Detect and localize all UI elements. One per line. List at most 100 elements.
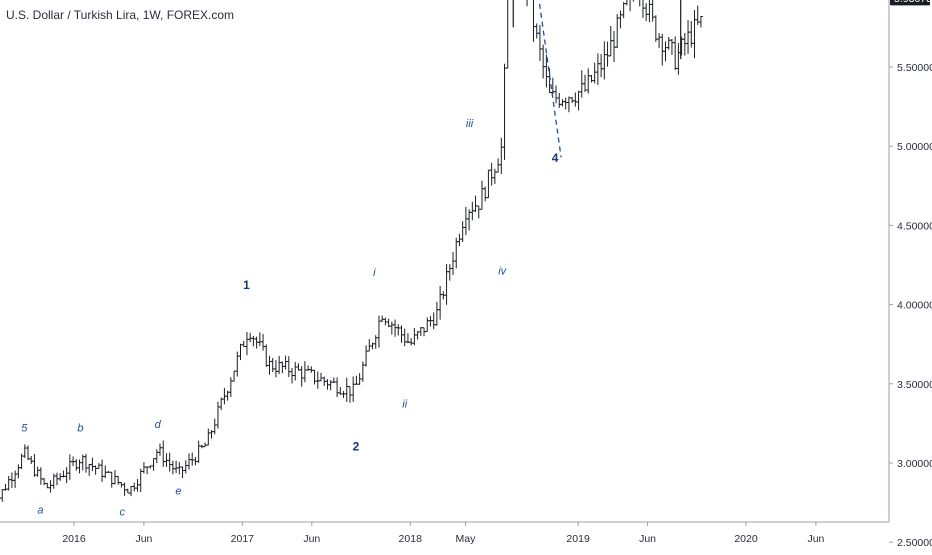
ohlc-bar (302, 361, 307, 383)
ohlc-bar (32, 453, 37, 477)
ohlc-bar (29, 456, 34, 464)
ohlc-bar (605, 41, 610, 67)
ohlc-bar (611, 31, 616, 62)
ohlc-bar (22, 444, 27, 458)
ohlc-bar (244, 331, 249, 356)
ohlc-bar (248, 332, 253, 343)
ohlc-bar (42, 477, 47, 486)
ohlc-bar (93, 465, 98, 475)
ohlc-bar (547, 68, 552, 94)
ohlc-bar (592, 62, 597, 84)
ohlc-bar (112, 469, 117, 485)
ohlc-bar (154, 449, 159, 464)
wave-label: 1 (243, 278, 250, 292)
ohlc-bar (373, 335, 378, 349)
ohlc-bar (315, 371, 320, 389)
ohlc-bar (653, 15, 658, 42)
ohlc-bar (344, 377, 349, 402)
ohlc-bar (122, 482, 127, 496)
ohlc-bar (3, 484, 8, 491)
ohlc-bar (602, 41, 607, 80)
ohlc-bar (431, 312, 436, 330)
projection (538, 0, 562, 158)
ohlc-bar (583, 74, 588, 93)
ohlc-bar (116, 475, 121, 485)
ohlc-bar (267, 355, 272, 375)
x-tick-label: 2018 (399, 533, 423, 545)
ohlc-bar (380, 315, 385, 322)
ohlc-bar (389, 321, 394, 335)
ohlc-bar (174, 460, 179, 474)
ohlc-bar (676, 43, 681, 75)
ohlc-bar (526, 0, 528, 7)
ohlc-bar (241, 340, 246, 348)
ohlc-bar (74, 458, 79, 471)
ohlc-bar (341, 391, 346, 398)
ohlc-bar (576, 90, 581, 111)
ohlc-bar (586, 68, 591, 94)
ohlc-bar (573, 92, 578, 107)
wave-label: 2 (353, 439, 360, 453)
ohlc-bar (657, 33, 662, 49)
ohlc-bar (125, 488, 130, 494)
ohlc-bar (228, 377, 233, 398)
ohlc-bar (196, 440, 201, 463)
y-tick-label: 5.50000 (897, 62, 932, 74)
x-tick-label: 2020 (734, 533, 758, 545)
y-tick-label: 3.00000 (897, 458, 932, 470)
ohlc-bar (451, 251, 456, 276)
x-tick-label: Jun (807, 533, 824, 545)
y-tick-label: 4.50000 (897, 220, 932, 232)
wave-label: 5 (21, 422, 28, 434)
price-badges: 7.802906.783606.153705.93673 (890, 0, 932, 6)
ohlc-bar (283, 355, 288, 370)
ohlc-bar (273, 360, 278, 378)
price-badge-value: 5.93673 (894, 0, 932, 5)
wave-label: ii (402, 399, 407, 411)
ohlc-bar (589, 74, 594, 83)
wave-label: e (175, 486, 181, 498)
ohlc-bar (280, 361, 285, 374)
ohlc-bar (399, 325, 404, 343)
ohlc-bar (486, 169, 491, 199)
ohlc-bar (396, 324, 401, 336)
x-tick-label: Jun (135, 533, 152, 545)
ohlc-bar (418, 327, 423, 337)
x-tick-label: May (456, 533, 477, 545)
ohlc-bar (438, 286, 443, 320)
ohlc-bar (277, 355, 282, 375)
ohlc-bar (454, 237, 459, 269)
ohlc-bar (67, 454, 72, 480)
ohlc-bar (629, 0, 631, 12)
wave-label: 4 (552, 151, 559, 165)
ohlc-bar (502, 63, 507, 160)
wave-label: c (120, 506, 126, 518)
ohlc-bar (412, 327, 417, 346)
ohlc-bar (563, 97, 568, 110)
ohlc-bar (557, 92, 562, 108)
ohlc-bar (16, 464, 21, 479)
ohlc-bar (447, 264, 452, 281)
ohlc-bar (286, 356, 291, 378)
ohlc-bar (686, 20, 691, 54)
ohlc-bar (496, 158, 501, 173)
ohlc-bar (312, 369, 317, 385)
ohlc-bar (83, 453, 88, 473)
ohlc-bar (158, 443, 163, 456)
ohlc-bar (434, 301, 439, 326)
ohlc-bar (109, 471, 114, 488)
wave-label: iv (498, 266, 507, 278)
ohlc-bar (660, 33, 665, 66)
ohlc-bar (428, 316, 433, 327)
ohlc-bar (141, 462, 146, 474)
ohlc-bar (48, 480, 53, 493)
ohlc-bar (90, 457, 95, 472)
ohlc-bar (505, 0, 509, 69)
ohlc-bar (87, 463, 92, 476)
ohlc-bar (639, 0, 641, 7)
ohlc-bar (183, 460, 188, 474)
ohlc-bar (206, 428, 211, 446)
ohlc-bar (13, 470, 18, 488)
